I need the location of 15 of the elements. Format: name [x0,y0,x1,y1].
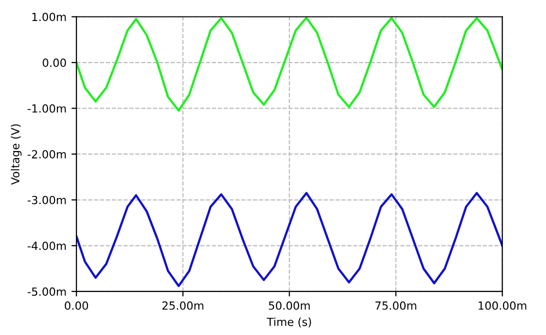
line-series [76,192,502,288]
x-tick-label: 50.00m [268,301,310,310]
y-axis-title: Voltage (V) [10,124,22,185]
y-tick-label: -2.00m [28,150,66,158]
x-tick-label: 75.00m [375,301,416,310]
y-tick-label: -3.00m [28,196,66,204]
x-tick-label: 100.00m [478,301,526,310]
y-tick-label: 1.00m [32,12,66,22]
y-tick-label: 0.00 [42,58,66,67]
x-tick-label: 25.00m [162,301,204,310]
x-tick-label: 0.00 [64,301,88,310]
x-axis-title: Time (s) [266,317,312,328]
y-tick-label: -4.00m [28,242,66,250]
y-tick-label: -1.00m [28,104,66,113]
y-tick-label: -5.00m [28,287,66,296]
